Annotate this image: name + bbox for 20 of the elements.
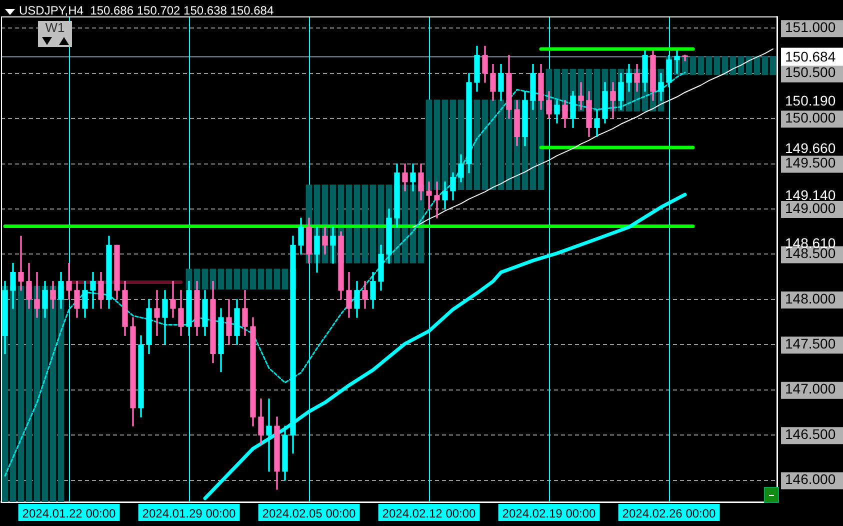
y-tick-label: 147.000 xyxy=(785,380,836,397)
y-tick-label: 149.660 xyxy=(785,140,836,156)
y-tick-label: 150.500 xyxy=(785,64,836,80)
y-tick-label: 147.500 xyxy=(785,336,836,352)
x-tick-label: 2024.02.19 00:00 xyxy=(502,506,596,521)
x-tick-label: 2024.02.26 00:00 xyxy=(622,506,716,521)
y-tick-label: 150.000 xyxy=(785,109,836,126)
ref-line-label: 150.684 xyxy=(785,48,836,65)
y-tick-label: 149.500 xyxy=(785,154,836,171)
y-tick-label: 146.000 xyxy=(785,471,836,488)
x-tick-label: 2024.02.05 00:00 xyxy=(262,506,356,521)
y-tick-label: 148.000 xyxy=(785,290,836,306)
y-tick-label: 146.500 xyxy=(785,426,836,442)
annotation: W1 xyxy=(44,20,66,35)
x-tick-label: 2024.02.12 00:00 xyxy=(382,506,476,521)
y-tick-label: 150.190 xyxy=(785,92,836,108)
y-tick-label: 151.000 xyxy=(785,19,836,36)
x-tick-label: 2024.01.22 00:00 xyxy=(22,506,116,521)
x-tick-label: 2024.01.29 00:00 xyxy=(142,506,236,521)
chart-title: USDJPY,H4 150.686 150.702 150.638 150.684 xyxy=(19,3,274,18)
